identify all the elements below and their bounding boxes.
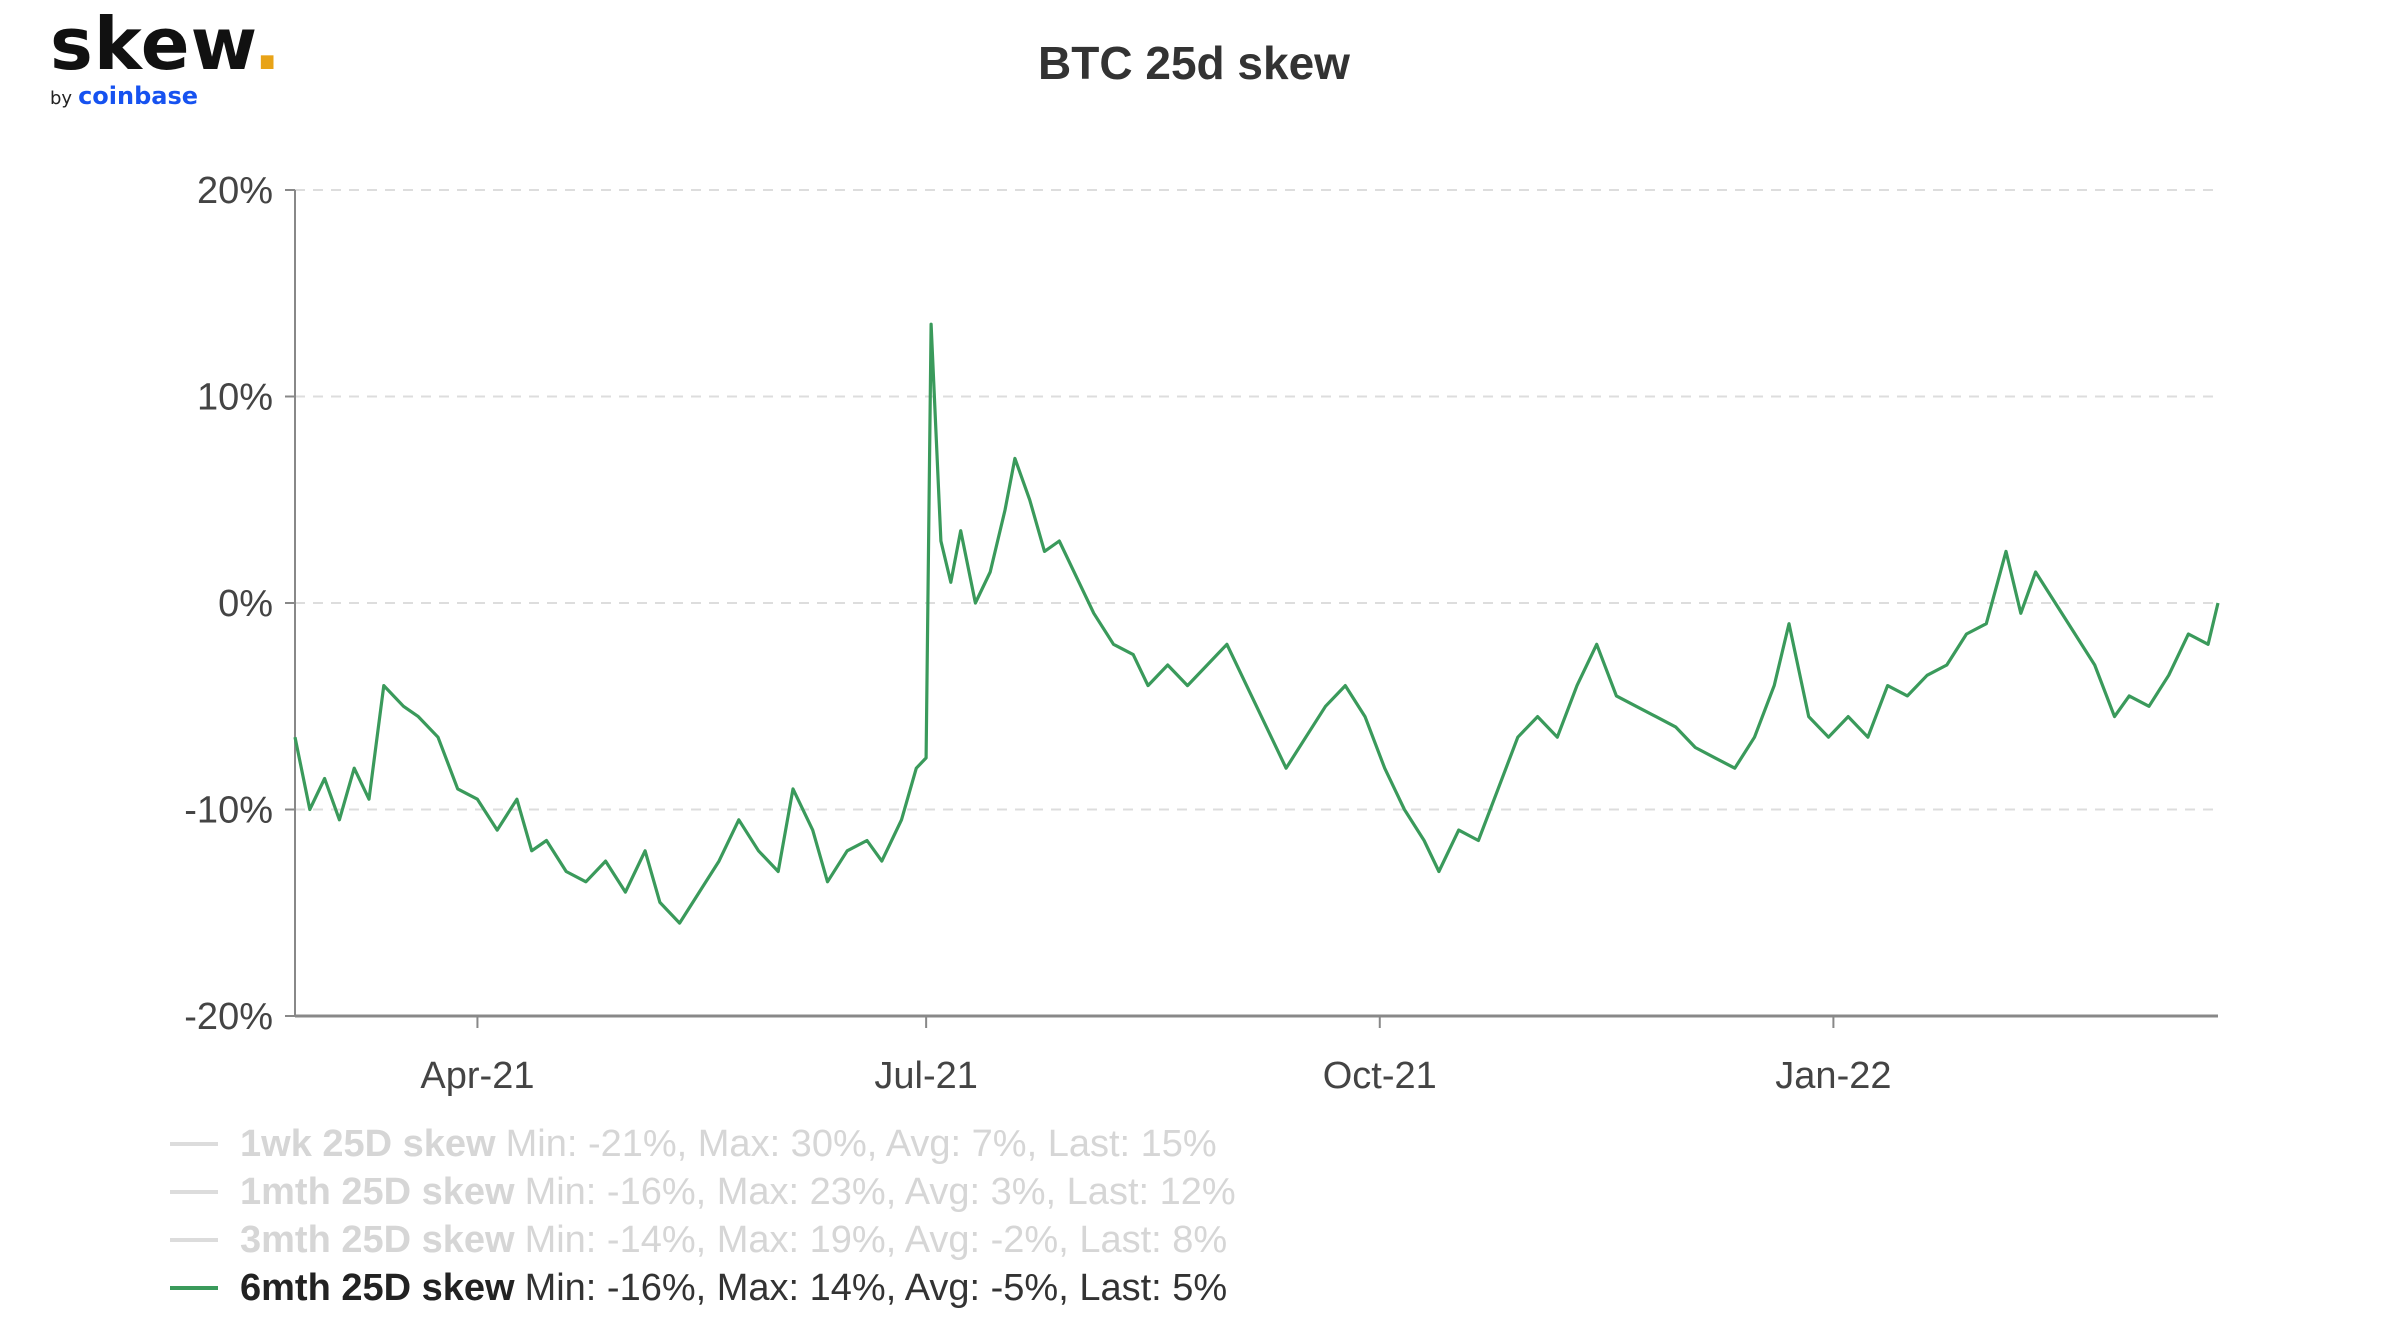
legend-swatch xyxy=(170,1142,218,1146)
series-line-6mth-25d-skew xyxy=(293,322,2220,925)
skew-logo: skew. by coinbase xyxy=(50,8,282,108)
logo-dot: . xyxy=(253,2,282,86)
legend-series-name: 1mth 25D skew xyxy=(240,1170,515,1213)
legend-series-stats: Min: -16%, Max: 14%, Avg: -5%, Last: 5% xyxy=(524,1266,1228,1309)
y-tick-label: 10% xyxy=(197,377,273,419)
logo-wordmark: skew xyxy=(50,2,254,86)
legend-item[interactable]: 3mth 25D skew Min: -14%, Max: 19%, Avg: -… xyxy=(170,1216,1236,1264)
y-tick-label: 20% xyxy=(197,170,273,212)
y-tick-label: 0% xyxy=(218,583,273,625)
x-tick-label: Jan-22 xyxy=(1775,1055,1891,1097)
legend-swatch xyxy=(170,1286,218,1290)
x-tick-label: Oct-21 xyxy=(1323,1055,1437,1097)
chart-title: BTC 25d skew xyxy=(1038,37,1350,89)
x-tick-label: Apr-21 xyxy=(420,1055,534,1097)
chart-legend: 1wk 25D skew Min: -21%, Max: 30%, Avg: 7%… xyxy=(170,1120,1236,1312)
logo-by: by xyxy=(50,88,73,109)
legend-item[interactable]: 6mth 25D skew Min: -16%, Max: 14%, Avg: -… xyxy=(170,1264,1236,1312)
legend-swatch xyxy=(170,1238,218,1242)
y-tick-label: -20% xyxy=(184,996,273,1038)
grid-layer xyxy=(295,189,2218,811)
legend-item[interactable]: 1wk 25D skew Min: -21%, Max: 30%, Avg: 7%… xyxy=(170,1120,1236,1168)
legend-series-name: 1wk 25D skew xyxy=(240,1122,496,1165)
x-tick-label: Jul-21 xyxy=(874,1055,978,1097)
legend-series-stats: Min: -16%, Max: 23%, Avg: 3%, Last: 12% xyxy=(524,1170,1236,1213)
legend-series-name: 6mth 25D skew xyxy=(240,1266,515,1309)
series-layer xyxy=(293,322,2220,925)
y-tick-label: -10% xyxy=(184,790,273,832)
legend-series-stats: Min: -14%, Max: 19%, Avg: -2%, Last: 8% xyxy=(524,1218,1228,1261)
axis-layer: 20% 10% 0% -10% -20% Apr-21 Jul-21 Oct-21 Jan-22 xyxy=(184,170,2218,1097)
legend-item[interactable]: 1mth 25D skew Min: -16%, Max: 23%, Avg: 3… xyxy=(170,1168,1236,1216)
logo-brand: coinbase xyxy=(78,82,199,110)
legend-series-stats: Min: -21%, Max: 30%, Avg: 7%, Last: 15% xyxy=(505,1122,1217,1165)
legend-series-name: 3mth 25D skew xyxy=(240,1218,515,1261)
legend-swatch xyxy=(170,1190,218,1194)
